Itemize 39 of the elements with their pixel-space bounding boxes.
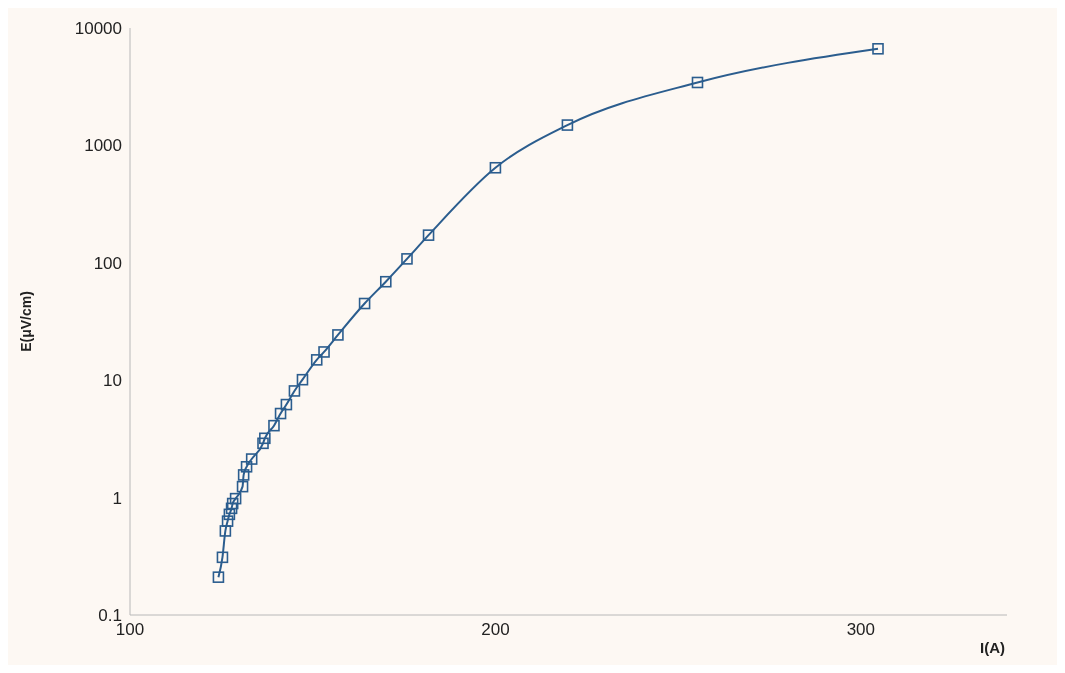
point	[358, 297, 371, 310]
y-tick-label: 10	[103, 371, 122, 391]
point	[288, 385, 301, 397]
point	[229, 492, 242, 505]
point	[221, 515, 234, 527]
point	[422, 229, 435, 241]
point	[872, 43, 884, 55]
point	[259, 432, 271, 445]
y-tick-label: 10000	[74, 19, 122, 39]
point	[318, 346, 330, 358]
x-tick-label: 200	[481, 620, 510, 640]
y-tick-label: 1000	[84, 136, 122, 156]
point	[212, 571, 225, 583]
y-tick-label: 1	[112, 488, 122, 508]
point	[240, 460, 253, 473]
point	[236, 480, 249, 493]
point	[219, 525, 232, 537]
point	[245, 453, 258, 465]
point	[561, 119, 574, 131]
y-axis-title: E(μV/cm)	[17, 291, 34, 352]
point	[489, 161, 502, 174]
point	[379, 275, 392, 288]
point	[268, 419, 280, 432]
x-axis-title: I(A)	[980, 639, 1005, 656]
point	[216, 551, 229, 564]
point	[310, 354, 323, 366]
point	[691, 76, 704, 89]
point	[237, 469, 250, 481]
point	[223, 508, 236, 521]
point	[225, 502, 238, 515]
point	[296, 373, 309, 386]
y-tick-label: 100	[93, 253, 122, 273]
x-tick-label: 300	[846, 620, 876, 640]
point	[257, 437, 269, 450]
point	[280, 398, 293, 411]
point	[274, 407, 287, 420]
point	[332, 329, 344, 341]
point	[226, 497, 239, 510]
point	[401, 253, 413, 265]
